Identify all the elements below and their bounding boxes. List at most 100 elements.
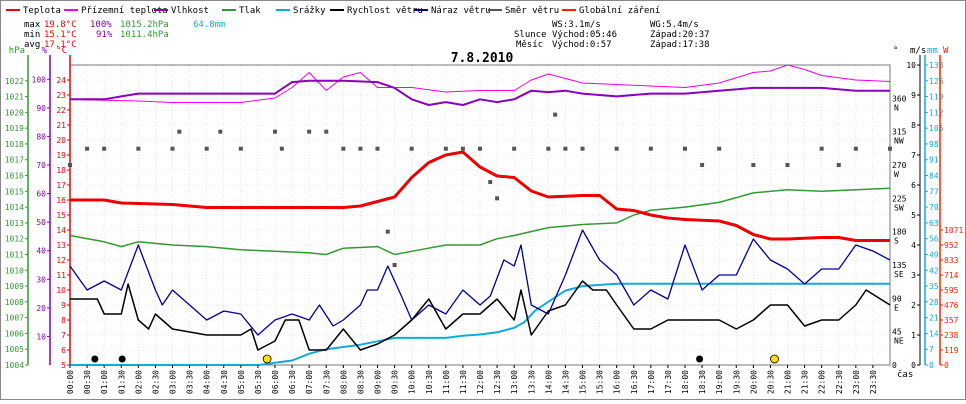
x-tick-label: 02:30: [151, 370, 160, 394]
axis-humidity-tick-label: 40: [36, 247, 46, 256]
axis-wind-tick-label: 6: [911, 181, 916, 190]
grid: [69, 64, 891, 366]
wind-direction-point: [648, 146, 653, 151]
axis-radiation-tick-label: 595: [944, 286, 959, 295]
x-tick-label: 04:30: [220, 370, 229, 394]
wind-direction-point: [700, 163, 705, 167]
axis-humidity-tick-label: 80: [36, 132, 46, 141]
axis-hpa-tick-label: 1004: [5, 361, 24, 370]
series-temperature: [70, 150, 890, 242]
axis-direction-deg: 90: [892, 294, 902, 303]
axis-temperature-tick-label: 19: [56, 151, 66, 160]
series-humidity: [70, 79, 890, 106]
wind-direction-point: [488, 180, 493, 185]
series-ground-temperature: [69, 64, 891, 103]
axis-radiation-unit: W: [943, 46, 949, 56]
info-moon-label: Měsíc: [516, 40, 543, 50]
legend-label: Směr větru: [505, 6, 559, 16]
x-tick-label: 07:00: [305, 370, 314, 394]
axis-temperature-tick-label: 14: [56, 226, 66, 235]
legend-label: Přízemní teplota: [81, 6, 168, 16]
axis-rain-tick-label: 84: [929, 172, 939, 181]
stat-avg-temp: 17.1°C: [44, 40, 77, 50]
wind-direction-point: [546, 146, 551, 151]
axis-direction-label: NE: [894, 337, 904, 346]
axis-humidity-tick-label: 30: [36, 275, 46, 284]
axis-humidity-tick-label: 60: [36, 190, 46, 199]
axis-radiation-tick-label: 357: [944, 316, 959, 325]
axis-temperature-tick-label: 11: [56, 271, 66, 280]
axis-temperature-tick-label: 22: [56, 106, 66, 115]
axis-humidity-tick-label: 10: [36, 332, 46, 341]
axis-wind-tick-label: 9: [911, 91, 916, 100]
axis-direction-deg: 270: [892, 161, 907, 170]
info-ws: WS:3.1m/s: [552, 20, 601, 30]
wind-direction-point: [553, 112, 558, 117]
wind-direction-point: [392, 263, 397, 267]
x-tick-label: 14:30: [561, 370, 570, 394]
axis-direction-deg: 315: [892, 128, 907, 137]
axis-direction-unit: °: [893, 46, 898, 56]
x-tick-label: 04:00: [203, 370, 212, 394]
wind-direction-point: [279, 146, 284, 151]
sun-marker: [770, 354, 779, 364]
wind-direction-point: [238, 146, 243, 151]
x-tick-label: 06:30: [288, 370, 297, 394]
axis-rain-tick-label: 0: [929, 361, 934, 370]
x-tick-label: 01:30: [117, 370, 126, 394]
axis-rain-tick-label: 133: [929, 61, 944, 70]
x-tick-label: 10:30: [425, 370, 434, 394]
legend-label: Tlak: [239, 6, 261, 16]
axis-temperature-tick-label: 15: [56, 211, 66, 220]
legend-label: Teplota: [23, 6, 61, 16]
wind-direction-point: [385, 229, 390, 234]
x-tick-label: 05:30: [254, 370, 263, 394]
axis-direction-deg: 360: [892, 94, 907, 103]
axis-hpa-tick-label: 1022: [5, 77, 24, 86]
axis-rain-tick-label: 98: [929, 140, 939, 149]
wind-direction-point: [170, 146, 175, 151]
axis-direction-label: SE: [894, 270, 904, 279]
axis-rain-unit: mm: [927, 46, 938, 56]
info-moon-set: Západ:17:38: [650, 40, 710, 50]
axis-hpa-tick-label: 1014: [5, 203, 24, 212]
axis-hpa-tick-label: 1021: [5, 93, 24, 102]
axis-radiation-tick-label: 0: [944, 361, 949, 370]
axis-hpa-tick-label: 1013: [5, 219, 24, 228]
stat-min-press: 1011.4hPa: [120, 30, 169, 40]
axis-hpa-tick-label: 1005: [5, 345, 24, 354]
axis-humidity-tick-label: 90: [36, 104, 46, 113]
axis-temperature-tick-label: 12: [56, 256, 66, 265]
axis-humidity-unit: %: [42, 46, 48, 56]
wind-direction-point: [751, 163, 756, 167]
axis-rain-tick-label: 77: [929, 187, 939, 196]
axis-radiation-tick-label: 833: [944, 256, 959, 265]
wind-direction-point: [85, 146, 90, 151]
axis-temperature-tick-label: 16: [56, 196, 66, 205]
axis-temperature-tick-label: 23: [56, 91, 66, 100]
axis-wind-tick-label: 4: [911, 241, 916, 250]
axis-hpa-tick-label: 1011: [5, 250, 24, 259]
series-wind: [70, 280, 891, 351]
wind-direction-point: [836, 163, 841, 167]
info-wg: WG:5.4m/s: [650, 20, 699, 30]
info-sun-label: Slunce: [514, 30, 547, 40]
series-gust: [69, 229, 891, 336]
x-tick-label: 03:30: [186, 370, 195, 394]
axis-radiation-tick-label: 476: [944, 301, 959, 310]
legend-label: Vlhkost: [171, 6, 209, 16]
x-tick-label: 15:30: [596, 370, 605, 394]
axis-rain-tick-label: 42: [929, 266, 939, 275]
x-tick-label: 21:30: [801, 370, 810, 394]
axis-direction-label: S: [894, 237, 899, 246]
axis-rain-tick-label: 112: [929, 108, 944, 117]
wind-direction-point: [68, 163, 72, 167]
x-tick-label: 05:00: [237, 370, 246, 394]
x-tick-label: 07:30: [322, 370, 331, 394]
axis-humidity-tick-label: 100: [32, 75, 47, 84]
axis-hpa-tick-label: 1016: [5, 172, 24, 181]
wind-direction-point: [717, 146, 722, 151]
x-tick-label: 19:30: [732, 370, 741, 394]
